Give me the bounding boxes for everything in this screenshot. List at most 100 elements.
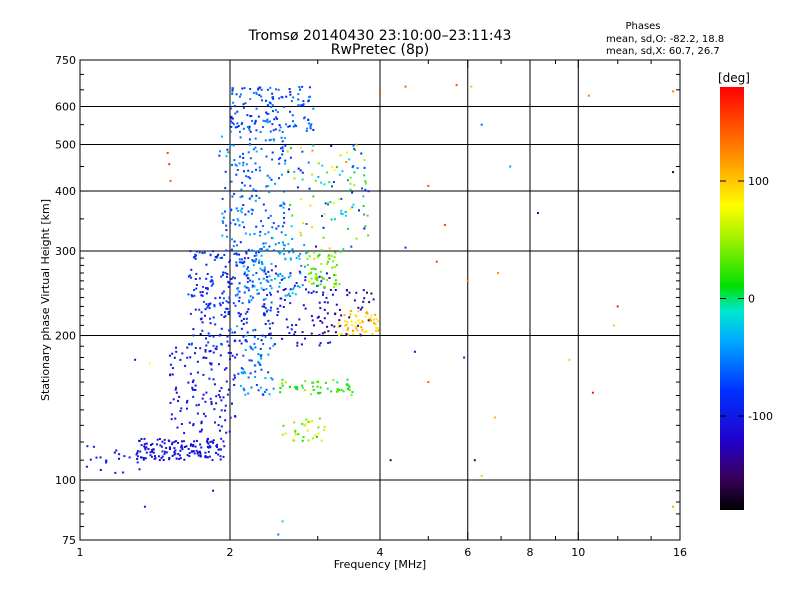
data-point — [340, 333, 343, 335]
data-point — [345, 323, 348, 326]
data-point — [85, 465, 88, 468]
data-point — [209, 280, 212, 283]
data-point — [316, 277, 319, 280]
data-point — [265, 99, 267, 102]
data-point — [165, 447, 168, 449]
data-point — [230, 120, 233, 123]
data-point — [168, 458, 171, 461]
data-point — [311, 173, 314, 176]
data-point — [265, 155, 268, 158]
data-point — [330, 145, 333, 147]
chart-subtitle: RwPretec (8p) — [331, 42, 429, 58]
data-point — [264, 139, 267, 142]
data-point — [238, 258, 241, 261]
data-point — [319, 307, 322, 310]
data-point — [312, 267, 315, 270]
data-point — [197, 371, 199, 374]
data-point — [169, 374, 171, 377]
data-point — [217, 424, 220, 427]
data-point — [271, 322, 274, 325]
data-point — [158, 459, 161, 462]
data-point — [257, 360, 260, 363]
data-point — [224, 404, 227, 407]
data-point — [239, 155, 241, 158]
data-point — [228, 329, 230, 332]
data-point — [304, 265, 306, 268]
data-point — [271, 110, 274, 113]
data-point — [177, 399, 179, 402]
data-point — [338, 319, 341, 322]
data-point — [357, 319, 360, 322]
data-point — [289, 90, 292, 93]
data-point — [226, 235, 229, 238]
data-point — [268, 322, 271, 325]
data-point — [359, 322, 362, 325]
data-point — [256, 289, 259, 291]
data-point — [217, 448, 220, 451]
data-point — [279, 126, 282, 129]
data-point — [246, 331, 249, 334]
data-point — [187, 275, 190, 278]
data-point — [221, 256, 223, 259]
data-point — [332, 260, 335, 263]
data-point — [245, 286, 248, 289]
data-point — [287, 171, 290, 173]
data-point — [253, 364, 256, 367]
data-point — [212, 489, 215, 492]
data-point — [229, 208, 232, 211]
data-point — [179, 410, 182, 412]
data-point — [264, 120, 267, 123]
data-point — [175, 440, 177, 443]
data-point — [231, 87, 234, 90]
data-point — [247, 308, 250, 311]
x-axis-title: Frequency [MHz] — [334, 558, 426, 571]
data-point — [339, 324, 342, 327]
y-axis-ticks: 75 100 200 300 400 500 600 750 — [55, 54, 680, 547]
stats-o-mode: mean, sd,O: -82.2, 18.8 — [606, 34, 724, 45]
data-point — [169, 363, 172, 366]
data-point — [301, 85, 304, 88]
data-point — [255, 129, 258, 132]
data-point — [196, 412, 199, 415]
data-point — [248, 138, 251, 141]
data-point — [255, 258, 258, 261]
data-point — [345, 161, 348, 163]
data-point — [312, 381, 315, 384]
data-point — [258, 166, 261, 169]
data-point — [215, 345, 218, 348]
data-point — [363, 174, 366, 177]
data-point — [229, 352, 232, 354]
data-point — [193, 452, 196, 455]
data-point — [308, 272, 310, 275]
y-tick-label: 100 — [55, 474, 76, 487]
data-point — [269, 214, 272, 217]
data-point — [323, 425, 326, 428]
data-point — [233, 339, 236, 342]
data-point — [239, 209, 242, 212]
data-point — [203, 251, 206, 254]
data-point — [253, 232, 256, 235]
data-point — [230, 282, 233, 285]
data-point — [286, 150, 289, 153]
data-point — [279, 250, 282, 253]
data-point — [288, 125, 291, 128]
data-point — [227, 151, 230, 154]
data-point — [194, 278, 197, 280]
data-point — [370, 314, 373, 317]
data-point — [231, 90, 234, 93]
data-point — [300, 104, 303, 107]
data-point — [263, 314, 266, 317]
data-point — [348, 316, 351, 319]
data-point — [361, 187, 363, 190]
data-point — [349, 310, 352, 312]
data-point — [236, 325, 239, 328]
data-point — [210, 284, 213, 287]
data-point — [294, 387, 297, 390]
data-point — [237, 290, 240, 293]
data-point — [257, 115, 260, 118]
data-point — [672, 505, 675, 508]
data-point — [255, 272, 258, 274]
data-point — [262, 126, 264, 128]
data-point — [319, 283, 322, 286]
data-point — [286, 326, 289, 329]
